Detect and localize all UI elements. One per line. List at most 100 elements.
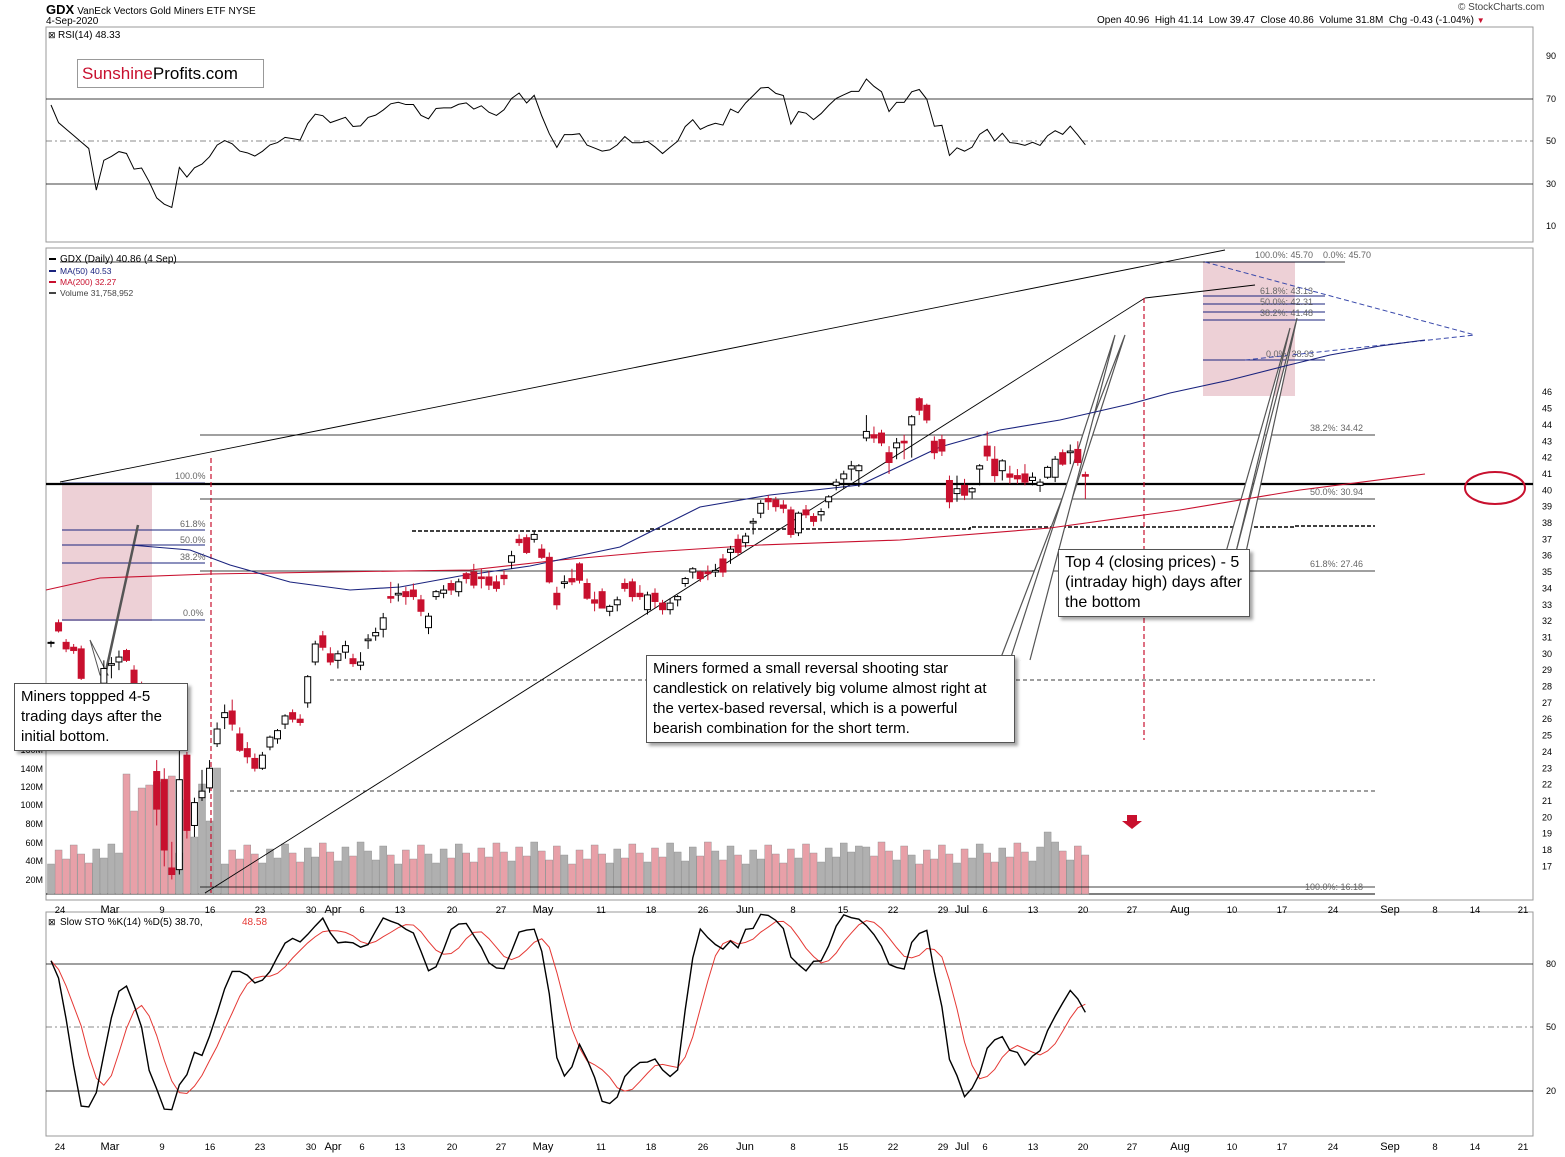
x-axis-label-bottom: 21 (1518, 1142, 1529, 1153)
candle-body (198, 790, 206, 799)
price-tick-label: 17 (1542, 861, 1552, 871)
candle-body (258, 754, 266, 769)
candle-body (1059, 452, 1067, 465)
x-axis-label-bottom: 6 (359, 1142, 364, 1153)
volume-bar (455, 843, 463, 895)
x-axis-label-bottom: 29 (938, 1142, 949, 1153)
x-axis-label-bottom: 30 (306, 1142, 317, 1153)
candle-body (961, 484, 969, 496)
candle-body (636, 592, 644, 598)
x-axis-label-bottom: 27 (496, 1142, 507, 1153)
candle-body (183, 754, 191, 831)
volume-bar (560, 854, 569, 895)
candle-body (508, 555, 516, 563)
candle-body (545, 556, 553, 583)
candle-body (153, 771, 161, 810)
candle-body (908, 416, 916, 426)
volume-bar (741, 863, 750, 895)
x-axis-label: 8 (1432, 905, 1437, 916)
volume-bar (319, 842, 327, 895)
candle-body (704, 571, 712, 575)
upper-trendline (59, 249, 1226, 483)
volume-bar (606, 862, 614, 895)
candle-body (840, 473, 848, 480)
candle-body (757, 502, 765, 514)
volume-bar (137, 787, 146, 895)
rsi-tick-label: 90 (1546, 51, 1556, 61)
x-axis-label: 16 (205, 905, 216, 916)
volume-bar (130, 810, 138, 895)
candle-body (168, 867, 176, 876)
candle-body (832, 481, 840, 486)
volume-bar (266, 848, 274, 895)
volume-bar (553, 845, 561, 895)
price-tick-label: 19 (1542, 829, 1552, 839)
legend-entry: MA(200) 32.27 (60, 277, 116, 287)
candle-body (123, 650, 130, 661)
sunshine-profits-logo: SunshineProfits.com (77, 59, 264, 88)
volume-bar (500, 851, 508, 895)
callout-pointer-line (1235, 317, 1298, 553)
price-tick-label: 29 (1542, 665, 1552, 675)
candle-body (523, 537, 531, 553)
rsi-tick-label: 10 (1546, 221, 1556, 231)
candle-body (621, 582, 629, 589)
candle-body (1066, 450, 1074, 454)
volume-bar (507, 860, 516, 895)
volume-bar (530, 841, 538, 895)
candle-body (530, 533, 538, 540)
candle-body (930, 440, 938, 454)
volume-bar (945, 853, 954, 895)
volume-bar (1021, 851, 1029, 895)
x-axis-label-bottom: 24 (55, 1142, 66, 1153)
x-axis-label: 17 (1277, 905, 1288, 916)
candle-body (70, 646, 78, 652)
price-tick-label: 43 (1542, 436, 1552, 446)
candle-body (855, 465, 863, 472)
volume-bar (145, 784, 153, 895)
x-axis-label-bottom: 13 (1028, 1142, 1039, 1153)
volume-bar (651, 847, 659, 895)
volume-bar (515, 846, 523, 895)
volume-tick-label: 40M (25, 856, 43, 866)
x-axis-label: Mar (101, 904, 120, 916)
volume-bar (975, 843, 984, 895)
candle-body (462, 573, 470, 580)
candle-body (1081, 474, 1089, 477)
volume-bar (583, 858, 591, 895)
x-axis-label-bottom: 11 (596, 1142, 606, 1153)
candle-body (236, 733, 244, 751)
sto-frame (45, 911, 1534, 1137)
candle-body (492, 581, 500, 589)
volume-bar (598, 853, 606, 895)
x-axis-label-bottom: 24 (1328, 1142, 1339, 1153)
volume-bar (930, 858, 939, 895)
volume-bar (689, 846, 697, 895)
volume-bar (628, 843, 637, 895)
fib-label: 0.0%: 45.70 (1323, 250, 1371, 260)
volume-bar (681, 860, 689, 895)
candle-body (734, 538, 742, 553)
volume-bar (100, 857, 108, 895)
price-tick-label: 44 (1542, 420, 1552, 430)
price-tick-label: 39 (1542, 502, 1552, 512)
volume-bar (228, 849, 236, 895)
candle-body (387, 596, 395, 599)
volume-bar (1028, 860, 1037, 895)
candle-body (787, 509, 795, 535)
candle-body (643, 594, 651, 611)
rsi-frame (45, 26, 1534, 243)
candle-body (289, 712, 297, 720)
candle-body (77, 648, 85, 679)
fib-label: 0.0% (183, 608, 204, 618)
candle-body (500, 574, 508, 580)
candle-body (447, 582, 455, 591)
x-axis-label: Jun (736, 904, 754, 916)
volume-bar (220, 863, 229, 895)
callout-left: Miners toppped 4-5 trading days after th… (14, 683, 188, 751)
legend-entry: GDX (Daily) 40.86 (4 Sep) (60, 254, 177, 265)
x-axis-label: 21 (1518, 905, 1529, 916)
volume-bar (575, 849, 584, 895)
price-tick-label: 40 (1542, 485, 1552, 495)
